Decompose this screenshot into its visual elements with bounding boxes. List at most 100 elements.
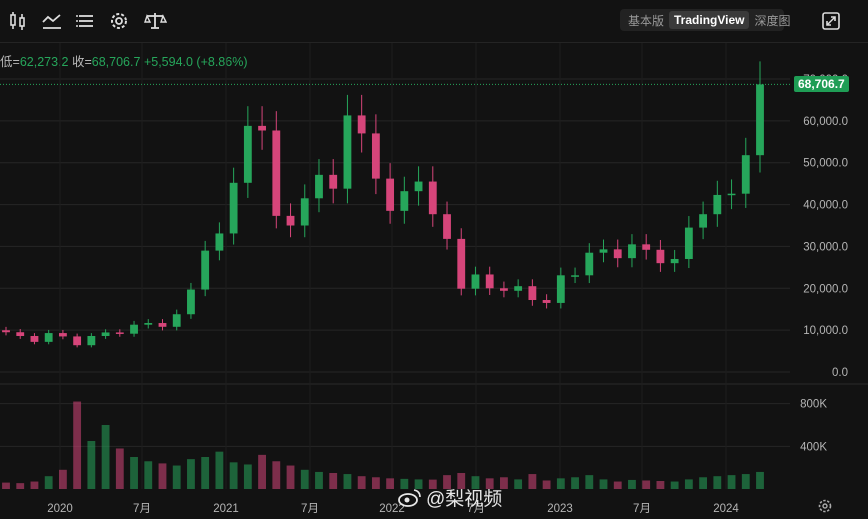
- volume-bar: [2, 482, 10, 489]
- price-tick-label: 0.0: [832, 367, 848, 379]
- candle-body: [371, 133, 380, 179]
- candle-body: [628, 244, 636, 259]
- candles-icon[interactable]: [6, 9, 30, 33]
- compare-scale-icon[interactable]: [143, 9, 168, 33]
- watermark-text: @梨视频: [426, 489, 503, 510]
- volume-tick-label: 400K: [800, 441, 827, 453]
- volume-bar: [457, 473, 466, 489]
- volume-bar: [500, 477, 508, 489]
- volume-bar: [30, 481, 39, 489]
- volume-bar: [727, 475, 736, 489]
- candle-body: [115, 332, 124, 334]
- price-tick-label: 20,000.0: [803, 283, 848, 295]
- volume-bar: [656, 481, 665, 489]
- gear-icon[interactable]: [107, 9, 131, 33]
- candle-body: [315, 174, 323, 199]
- low-label: 低=: [0, 55, 20, 69]
- view-basic-tab[interactable]: 基本版: [628, 13, 665, 28]
- volume-bar: [243, 464, 252, 489]
- candle-body: [599, 249, 608, 253]
- volume-bar: [741, 474, 750, 489]
- candle-body: [44, 333, 53, 342]
- volume-bar: [215, 451, 224, 489]
- candle-body: [656, 249, 665, 264]
- view-depth-tab[interactable]: 深度图: [754, 13, 791, 28]
- candle-body: [87, 336, 96, 346]
- chart-toolbar: 基本版 TradingView 深度图: [0, 0, 868, 43]
- volume-bar: [258, 454, 266, 489]
- volume-bar: [613, 481, 622, 489]
- expand-icon[interactable]: [820, 10, 842, 32]
- volume-bar: [628, 479, 636, 489]
- volume-bar: [414, 479, 423, 489]
- candle-body: [400, 191, 409, 211]
- list-icon[interactable]: [74, 9, 98, 33]
- weibo-icon: [398, 488, 421, 507]
- ohlc-legend: 低=62,273.2 收=68,706.7 +5,594.0 (+8.86%): [0, 51, 247, 70]
- volume-bar: [528, 474, 537, 489]
- indicator-line-icon[interactable]: [40, 9, 64, 33]
- candle-body: [699, 214, 708, 228]
- volume-bar: [272, 461, 281, 489]
- volume-bar: [115, 448, 124, 489]
- candle-body: [243, 125, 252, 183]
- candle-body: [386, 178, 395, 211]
- candle-body: [172, 314, 181, 327]
- low-value: 62,273.2: [19, 55, 69, 69]
- volume-bar: [599, 479, 608, 489]
- watermark: @梨视频: [398, 484, 502, 511]
- current-price-tag: 68,706.7: [794, 76, 849, 93]
- candle-body: [130, 324, 138, 334]
- volume-bar: [571, 477, 579, 489]
- candle-body: [428, 181, 437, 215]
- volume-bar: [58, 469, 67, 489]
- candle-body: [300, 198, 309, 226]
- volume-bar: [670, 481, 679, 489]
- candle-body: [343, 115, 352, 189]
- volume-bar: [642, 480, 651, 489]
- price-tick-label: 30,000.0: [803, 241, 848, 253]
- volume-bar: [172, 465, 181, 489]
- volume-bar: [187, 459, 195, 489]
- candle-body: [713, 194, 722, 215]
- time-tick-label: 2021: [213, 503, 239, 515]
- candle-body: [457, 238, 466, 289]
- candle-body: [741, 155, 750, 194]
- volume-bar: [343, 474, 352, 489]
- candle-body: [187, 289, 195, 315]
- candle-body: [30, 336, 39, 342]
- volume-bar: [471, 476, 480, 489]
- volume-bar: [44, 476, 53, 489]
- volume-bar: [130, 457, 138, 489]
- candle-body: [272, 130, 281, 216]
- volume-bar: [315, 471, 323, 489]
- time-tick-label: 2022: [379, 503, 405, 515]
- candle-body: [500, 288, 508, 291]
- volume-bar: [542, 480, 551, 489]
- time-tick-label: 2020: [47, 503, 73, 515]
- volume-bar: [371, 477, 380, 489]
- chart-settings-icon[interactable]: [817, 498, 833, 514]
- price-tick-label: 60,000.0: [803, 116, 848, 128]
- time-tick-label: 2024: [713, 503, 739, 515]
- volume-bar: [756, 471, 764, 489]
- volume-bar: [101, 425, 110, 489]
- candle-body: [585, 252, 594, 276]
- candle-body: [485, 274, 494, 289]
- candle-body: [16, 332, 25, 337]
- view-tradingview-tab[interactable]: TradingView: [669, 11, 750, 29]
- close-label: 收=: [71, 55, 92, 69]
- time-tick-label: 7月: [301, 503, 319, 515]
- volume-bar: [485, 478, 494, 489]
- price-chart[interactable]: 70,000.060,000.050,000.040,000.030,000.0…: [0, 43, 868, 518]
- volume-bar: [201, 457, 210, 489]
- volume-tick-label: 800K: [800, 399, 827, 411]
- volume-bar: [300, 469, 309, 489]
- volume-bar: [400, 478, 409, 489]
- volume-bar: [684, 479, 693, 489]
- candle-body: [414, 181, 423, 192]
- candle-body: [443, 214, 451, 239]
- volume-bar: [73, 401, 82, 489]
- candle-body: [229, 182, 238, 234]
- volume-bar: [144, 461, 153, 489]
